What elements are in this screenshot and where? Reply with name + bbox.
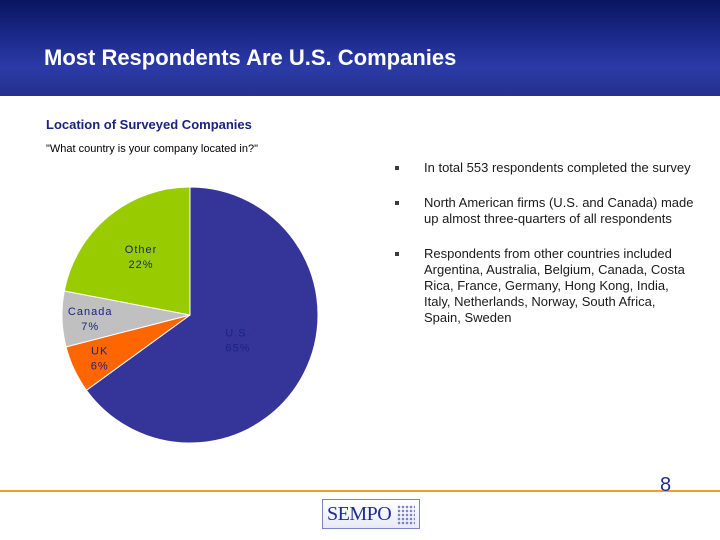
survey-question: "What country is your company located in…: [46, 143, 259, 155]
slice-display-us: 65%: [225, 342, 250, 354]
slice-display-uk: 6%: [91, 361, 109, 373]
bullet-marker: [395, 201, 399, 205]
logo-dots-icon: [397, 505, 415, 525]
slice-label-other: Other: [125, 244, 158, 256]
slice-label-us: U.S.: [225, 327, 250, 339]
slice-display-other: 22%: [129, 259, 154, 271]
title-bar: Most Respondents Are U.S. Companies: [0, 0, 720, 96]
slice-display-canada: 7%: [81, 321, 99, 333]
logo-text: SEMPO: [327, 503, 392, 525]
bullet-item: In total 553 respondents completed the s…: [395, 160, 695, 176]
bullet-text: Respondents from other countries include…: [424, 246, 685, 325]
bullet-marker: [395, 252, 399, 256]
bullet-text: North American firms (U.S. and Canada) m…: [424, 195, 694, 226]
bullet-marker: [395, 166, 399, 170]
bullet-item: Respondents from other countries include…: [395, 246, 695, 326]
slice-label-uk: UK: [91, 346, 108, 358]
pie-slice-other: [63, 186, 191, 316]
chart-subtitle: Location of Surveyed Companies: [46, 117, 252, 132]
slide-title: Most Respondents Are U.S. Companies: [44, 45, 457, 70]
bullet-item: North American firms (U.S. and Canada) m…: [395, 195, 695, 227]
pie-chart: U.S. 65% UK 6% Canada 7% Other 22%: [61, 186, 319, 444]
slice-label-canada: Canada: [68, 306, 113, 318]
bullet-text: In total 553 respondents completed the s…: [424, 160, 691, 175]
pie-slice-us: [85, 186, 319, 444]
footer-divider: [0, 490, 720, 492]
sempo-logo: SEMPO: [322, 499, 420, 529]
bullet-list: In total 553 respondents completed the s…: [395, 160, 695, 345]
page-number: 8: [660, 474, 672, 496]
